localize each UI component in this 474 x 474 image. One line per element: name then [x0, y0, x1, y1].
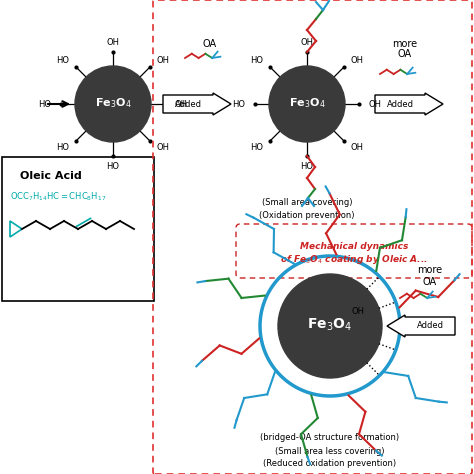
Text: Fe$_3$O$_4$: Fe$_3$O$_4$: [308, 317, 353, 333]
Text: OH: OH: [352, 307, 365, 316]
Text: (Reduced oxidation prevention): (Reduced oxidation prevention): [264, 459, 397, 468]
Text: (Oxidation prevention): (Oxidation prevention): [259, 210, 355, 219]
Text: (Small area covering): (Small area covering): [262, 198, 352, 207]
Text: OH: OH: [157, 55, 170, 64]
Text: Added: Added: [174, 100, 201, 109]
Circle shape: [75, 66, 151, 142]
Text: OH: OH: [301, 37, 313, 46]
Text: more: more: [392, 39, 418, 49]
Text: HO: HO: [232, 100, 245, 109]
Text: HO: HO: [56, 55, 69, 64]
Text: OH: OH: [351, 143, 364, 152]
Text: HO: HO: [301, 162, 313, 171]
Text: HO: HO: [56, 143, 69, 152]
Text: OH: OH: [175, 100, 188, 109]
FancyArrow shape: [387, 315, 455, 337]
Circle shape: [278, 274, 382, 378]
Text: OA: OA: [423, 277, 437, 287]
Text: OH: OH: [369, 100, 382, 109]
Text: OH: OH: [107, 37, 119, 46]
Text: HO: HO: [250, 55, 263, 64]
FancyBboxPatch shape: [2, 157, 154, 301]
Text: OA: OA: [203, 39, 217, 49]
Text: Fe$_3$O$_4$: Fe$_3$O$_4$: [95, 96, 131, 110]
Circle shape: [269, 66, 345, 142]
FancyArrow shape: [375, 93, 443, 115]
Text: HO: HO: [38, 100, 51, 109]
Text: OH: OH: [351, 55, 364, 64]
Text: $\mathrm{OCC_7H_{14}HC=CHC_8H_{17}}$: $\mathrm{OCC_7H_{14}HC=CHC_8H_{17}}$: [10, 191, 106, 203]
Text: Oleic Acid: Oleic Acid: [20, 171, 82, 181]
Text: OA: OA: [398, 49, 412, 59]
Text: (bridged-OA structure formation): (bridged-OA structure formation): [260, 434, 400, 443]
Text: more: more: [418, 265, 443, 275]
Text: of Fe$_3$O$_4$ coating by Oleic A...: of Fe$_3$O$_4$ coating by Oleic A...: [280, 254, 428, 266]
Text: (Small area less covering): (Small area less covering): [275, 447, 385, 456]
FancyArrow shape: [163, 93, 231, 115]
Text: Mechanical dynamics: Mechanical dynamics: [300, 241, 408, 250]
FancyBboxPatch shape: [236, 224, 472, 278]
Text: Fe$_3$O$_4$: Fe$_3$O$_4$: [289, 96, 325, 110]
Text: HO: HO: [250, 143, 263, 152]
Text: HO: HO: [107, 162, 119, 171]
Text: OH: OH: [157, 143, 170, 152]
Text: Added: Added: [417, 321, 444, 330]
Text: Added: Added: [386, 100, 413, 109]
